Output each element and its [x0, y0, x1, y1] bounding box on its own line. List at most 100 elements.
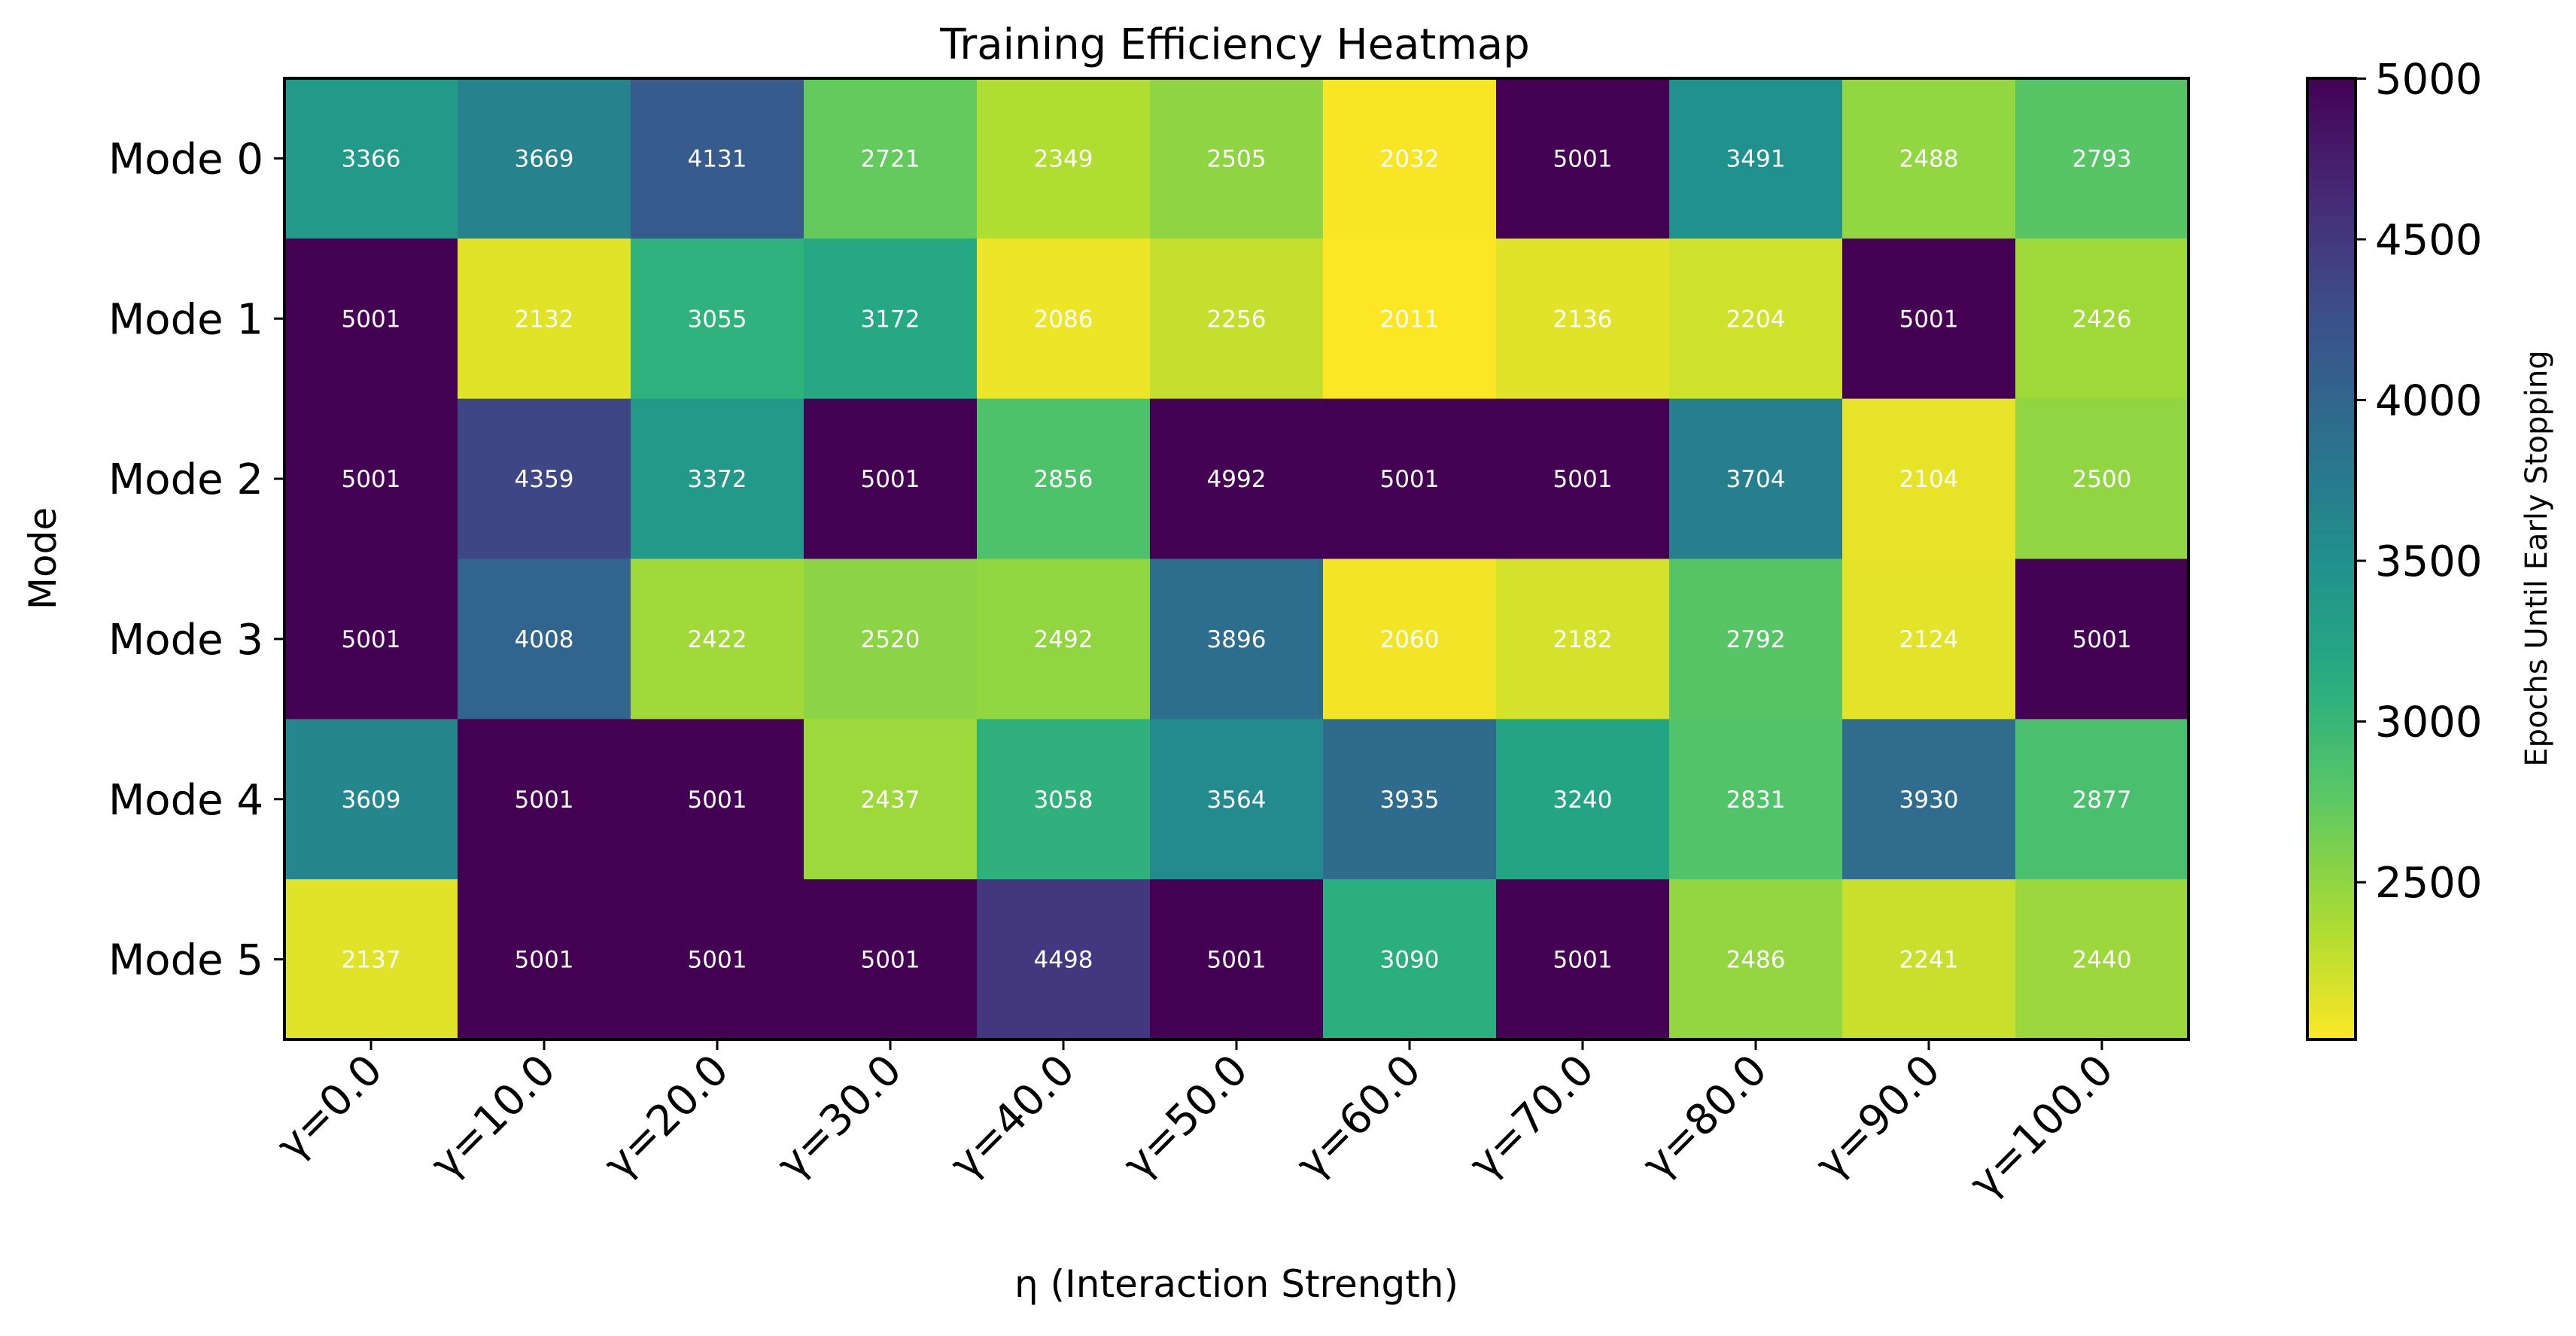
cell-value-label: 5001	[1553, 947, 1613, 974]
heatmap-cell	[1323, 879, 1497, 1040]
chart-title: Training Efficiency Heatmap	[939, 20, 1530, 69]
heatmap-cell	[1496, 398, 1670, 560]
y-tick-label: Mode 0	[108, 135, 263, 184]
cell-value-label: 5001	[688, 787, 747, 814]
cell-value-label: 2877	[2073, 787, 2132, 814]
cell-value-label: 2060	[1380, 626, 1440, 653]
heatmap-cell	[2015, 398, 2189, 560]
heatmap-cell	[284, 558, 458, 720]
colorbar-ticks: 2500 3000 3500 4000 4500 5000	[2356, 55, 2483, 908]
cell-value-label: 5001	[1899, 306, 1959, 333]
y-tick-label: Mode 3	[108, 616, 263, 665]
heatmap-cell	[1842, 78, 2016, 239]
cell-value-label: 5001	[2073, 626, 2132, 653]
cell-value-label: 2486	[1726, 947, 1786, 974]
heatmap-cell	[977, 398, 1151, 560]
heatmap-cell	[2015, 719, 2189, 880]
heatmap-cell-labels: 3366 3669 4131 2721 2349 2505 2032 5001 3491 2488…	[342, 145, 2132, 973]
heatmap-cell	[804, 558, 978, 720]
heatmap-cell	[284, 78, 458, 239]
heatmap-cell	[1150, 558, 1324, 720]
cell-value-label: 3704	[1726, 466, 1786, 493]
heatmap-cell	[2015, 879, 2189, 1040]
x-axis-ticks: γ=0.0 γ=10.0 γ=20.0 γ=30.0 γ=40.0 γ=50.0 γ=60.…	[267, 1039, 2123, 1208]
cell-value-label: 5001	[342, 306, 401, 333]
heatmap-cell	[1150, 78, 1324, 239]
heatmap-cell	[1323, 558, 1497, 720]
cell-value-label: 3564	[1207, 787, 1267, 814]
heatmap-cell	[284, 879, 458, 1040]
heatmap-cell	[1496, 879, 1670, 1040]
heatmap-cells	[284, 78, 2189, 1040]
cell-value-label: 5001	[342, 466, 401, 493]
heatmap-cell	[1842, 879, 2016, 1040]
cell-value-label: 2137	[342, 947, 401, 974]
heatmap-cell	[1323, 398, 1497, 560]
heatmap-cell	[631, 558, 804, 720]
cell-value-label: 5001	[1207, 947, 1267, 974]
heatmap-cell	[2015, 78, 2189, 239]
heatmap-cell	[977, 879, 1151, 1040]
heatmap-cell	[804, 879, 978, 1040]
heatmap-cell	[631, 398, 804, 560]
cell-value-label: 3935	[1380, 787, 1440, 814]
heatmap-cell	[1669, 78, 1843, 239]
cell-value-label: 2136	[1553, 306, 1613, 333]
cell-value-label: 3058	[1034, 787, 1093, 814]
heatmap-cell	[458, 558, 631, 720]
colorbar-tick-label: 5000	[2375, 55, 2483, 104]
heatmap-cell	[631, 879, 804, 1040]
cell-value-label: 5001	[1380, 466, 1440, 493]
cell-value-label: 2204	[1726, 306, 1786, 333]
cell-value-label: 2440	[2073, 947, 2132, 974]
cell-value-label: 3372	[688, 466, 747, 493]
heatmap-cell	[2015, 558, 2189, 720]
heatmap-cell	[1496, 719, 1670, 880]
heatmap-cell	[1669, 558, 1843, 720]
heatmap-cell	[1496, 558, 1670, 720]
cell-value-label: 3930	[1899, 787, 1959, 814]
heatmap-cell	[1842, 719, 2016, 880]
heatmap-cell	[977, 719, 1151, 880]
cell-value-label: 3172	[861, 306, 920, 333]
heatmap-cell	[631, 78, 804, 239]
y-tick-label: Mode 4	[108, 776, 263, 825]
heatmap-cell	[804, 398, 978, 560]
cell-value-label: 2856	[1034, 466, 1093, 493]
heatmap-cell	[1150, 238, 1324, 400]
cell-value-label: 5001	[1553, 145, 1613, 172]
cell-value-label: 2437	[861, 787, 920, 814]
cell-value-label: 5001	[342, 626, 401, 653]
cell-value-label: 3055	[688, 306, 747, 333]
heatmap-cell	[284, 398, 458, 560]
heatmap-cell	[1842, 398, 2016, 560]
cell-value-label: 2520	[861, 626, 920, 653]
cell-value-label: 2124	[1899, 626, 1959, 653]
x-tick-label: γ=40.0	[941, 1045, 1084, 1189]
heatmap-cell	[1496, 238, 1670, 400]
heatmap-cell	[1496, 78, 1670, 239]
heatmap-cell	[458, 719, 631, 880]
heatmap-cell	[1323, 719, 1497, 880]
colorbar-tick-label: 2500	[2375, 859, 2483, 908]
heatmap-cell	[977, 78, 1151, 239]
colorbar-label: Epochs Until Early Stopping	[2520, 350, 2554, 766]
cell-value-label: 2492	[1034, 626, 1093, 653]
heatmap-cell	[2015, 238, 2189, 400]
colorbar-tick-label: 4000	[2375, 377, 2483, 426]
cell-value-label: 5001	[688, 947, 747, 974]
y-tick-label: Mode 1	[108, 295, 263, 344]
heatmap-cell	[804, 238, 978, 400]
cell-value-label: 2256	[1207, 306, 1267, 333]
cell-value-label: 3896	[1207, 626, 1267, 653]
cell-value-label: 3090	[1380, 947, 1440, 974]
heatmap-cell	[1669, 238, 1843, 400]
x-tick-label: γ=0.0	[267, 1045, 392, 1170]
cell-value-label: 2182	[1553, 626, 1613, 653]
x-tick-label: γ=20.0	[595, 1045, 738, 1189]
heatmap-cell	[458, 78, 631, 239]
cell-value-label: 4008	[515, 626, 574, 653]
x-tick-label: γ=80.0	[1633, 1045, 1777, 1189]
y-axis-ticks: Mode 0 Mode 1 Mode 2 Mode 3 Mode 4 Mode 5	[108, 135, 284, 985]
